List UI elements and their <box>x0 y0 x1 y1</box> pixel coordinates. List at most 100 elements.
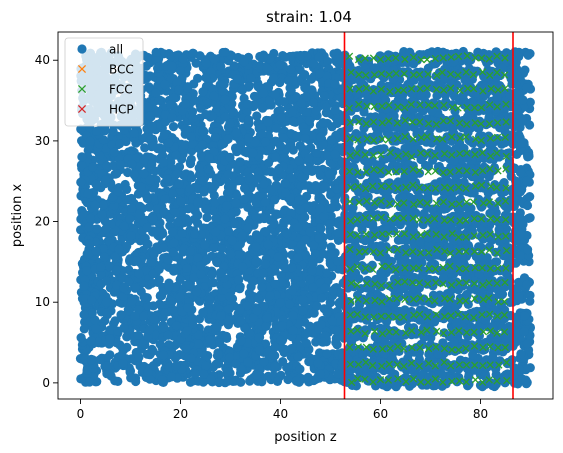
scatter-point-all <box>157 375 167 385</box>
scatter-point-all <box>521 176 532 186</box>
scatter-point-all <box>252 111 262 121</box>
scatter-point-all <box>98 200 108 210</box>
scatter-point-all <box>276 113 286 123</box>
scatter-point-all <box>226 249 236 259</box>
scatter-point-all <box>229 219 239 229</box>
scatter-point-all <box>158 157 169 167</box>
scatter-point-all <box>309 308 319 318</box>
scatter-point-all <box>209 243 219 253</box>
scatter-point-all <box>177 228 187 238</box>
scatter-point-all <box>249 91 260 101</box>
scatter-point-all <box>525 120 535 130</box>
plot-area <box>75 32 536 399</box>
scatter-point-all <box>169 266 179 276</box>
scatter-point-all <box>235 157 245 167</box>
scatter-point-all <box>189 95 199 105</box>
scatter-point-all <box>350 195 360 205</box>
scatter-point-all <box>102 308 112 318</box>
scatter-point-all <box>327 316 337 326</box>
all-points-series <box>75 46 536 392</box>
scatter-point-all <box>182 263 192 273</box>
scatter-point-all <box>198 377 208 387</box>
scatter-point-all <box>126 373 136 383</box>
scatter-point-all <box>283 374 293 385</box>
scatter-point-all <box>210 132 220 142</box>
scatter-point-all <box>140 143 150 153</box>
scatter-point-all <box>169 238 179 248</box>
scatter-point-all <box>523 152 533 162</box>
scatter-point-all <box>409 323 419 333</box>
scatter-point-all <box>354 300 365 310</box>
scatter-point-all <box>322 349 332 359</box>
scatter-point-all <box>122 332 132 342</box>
scatter-point-all <box>384 263 394 273</box>
scatter-point-all <box>325 169 335 179</box>
scatter-point-all <box>144 82 154 92</box>
scatter-point-all <box>261 321 271 331</box>
scatter-point-all <box>95 151 105 161</box>
scatter-point-all <box>258 103 268 113</box>
scatter-point-all <box>286 208 296 218</box>
scatter-point-all <box>251 256 261 267</box>
scatter-point-all <box>271 123 281 133</box>
scatter-point-all <box>99 252 110 262</box>
scatter-point-all <box>174 162 185 172</box>
scatter-point-all <box>222 367 232 377</box>
scatter-point-all <box>287 107 298 117</box>
scatter-point-all <box>347 208 357 218</box>
scatter-point-all <box>175 274 185 285</box>
scatter-point-all <box>79 324 89 334</box>
scatter-point-all <box>376 268 386 278</box>
scatter-point-all <box>293 222 303 232</box>
scatter-point-all <box>214 377 224 388</box>
scatter-point-all <box>304 116 315 126</box>
scatter-point-all <box>141 61 151 71</box>
scatter-point-all <box>372 130 382 140</box>
scatter-point-all <box>198 126 208 136</box>
scatter-point-all <box>322 268 332 278</box>
scatter-point-all <box>202 212 212 223</box>
scatter-point-all <box>112 169 122 179</box>
scatter-point-all <box>97 210 107 220</box>
scatter-point-all <box>522 200 533 211</box>
scatter-point-all <box>325 219 335 229</box>
scatter-point-all <box>235 284 245 294</box>
scatter-point-all <box>248 276 258 286</box>
scatter-point-all <box>102 361 113 371</box>
scatter-point-all <box>190 368 200 379</box>
scatter-point-all <box>333 54 343 64</box>
scatter-point-all <box>243 99 253 109</box>
scatter-point-all <box>453 285 463 295</box>
scatter-point-all <box>144 202 154 212</box>
scatter-point-all <box>221 331 231 341</box>
scatter-point-all <box>510 47 520 57</box>
scatter-point-all <box>108 126 118 136</box>
scatter-point-all <box>292 131 302 142</box>
scatter-point-all <box>224 304 234 314</box>
scatter-point-all <box>270 90 280 100</box>
scatter-point-all <box>168 122 179 132</box>
scatter-point-all <box>514 186 524 196</box>
scatter-point-all <box>92 224 102 234</box>
scatter-point-all <box>515 167 526 178</box>
scatter-point-all <box>525 192 535 202</box>
scatter-point-all <box>317 248 328 259</box>
scatter-point-all <box>196 103 206 113</box>
scatter-point-all <box>160 79 170 90</box>
scatter-point-all <box>259 179 269 189</box>
scatter-point-all <box>127 296 137 306</box>
scatter-point-all <box>193 210 203 220</box>
scatter-point-all <box>367 156 377 166</box>
scatter-point-all <box>136 182 146 192</box>
scatter-point-all <box>468 349 478 360</box>
scatter-point-all <box>234 250 244 260</box>
scatter-point-all <box>235 305 245 315</box>
scatter-point-all <box>305 227 315 237</box>
scatter-point-all <box>376 241 386 251</box>
scatter-point-all <box>525 296 535 306</box>
scatter-point-all <box>325 298 335 308</box>
scatter-point-all <box>171 321 181 331</box>
scatter-point-all <box>304 357 314 367</box>
chart-title: strain: 1.04 <box>266 8 352 26</box>
